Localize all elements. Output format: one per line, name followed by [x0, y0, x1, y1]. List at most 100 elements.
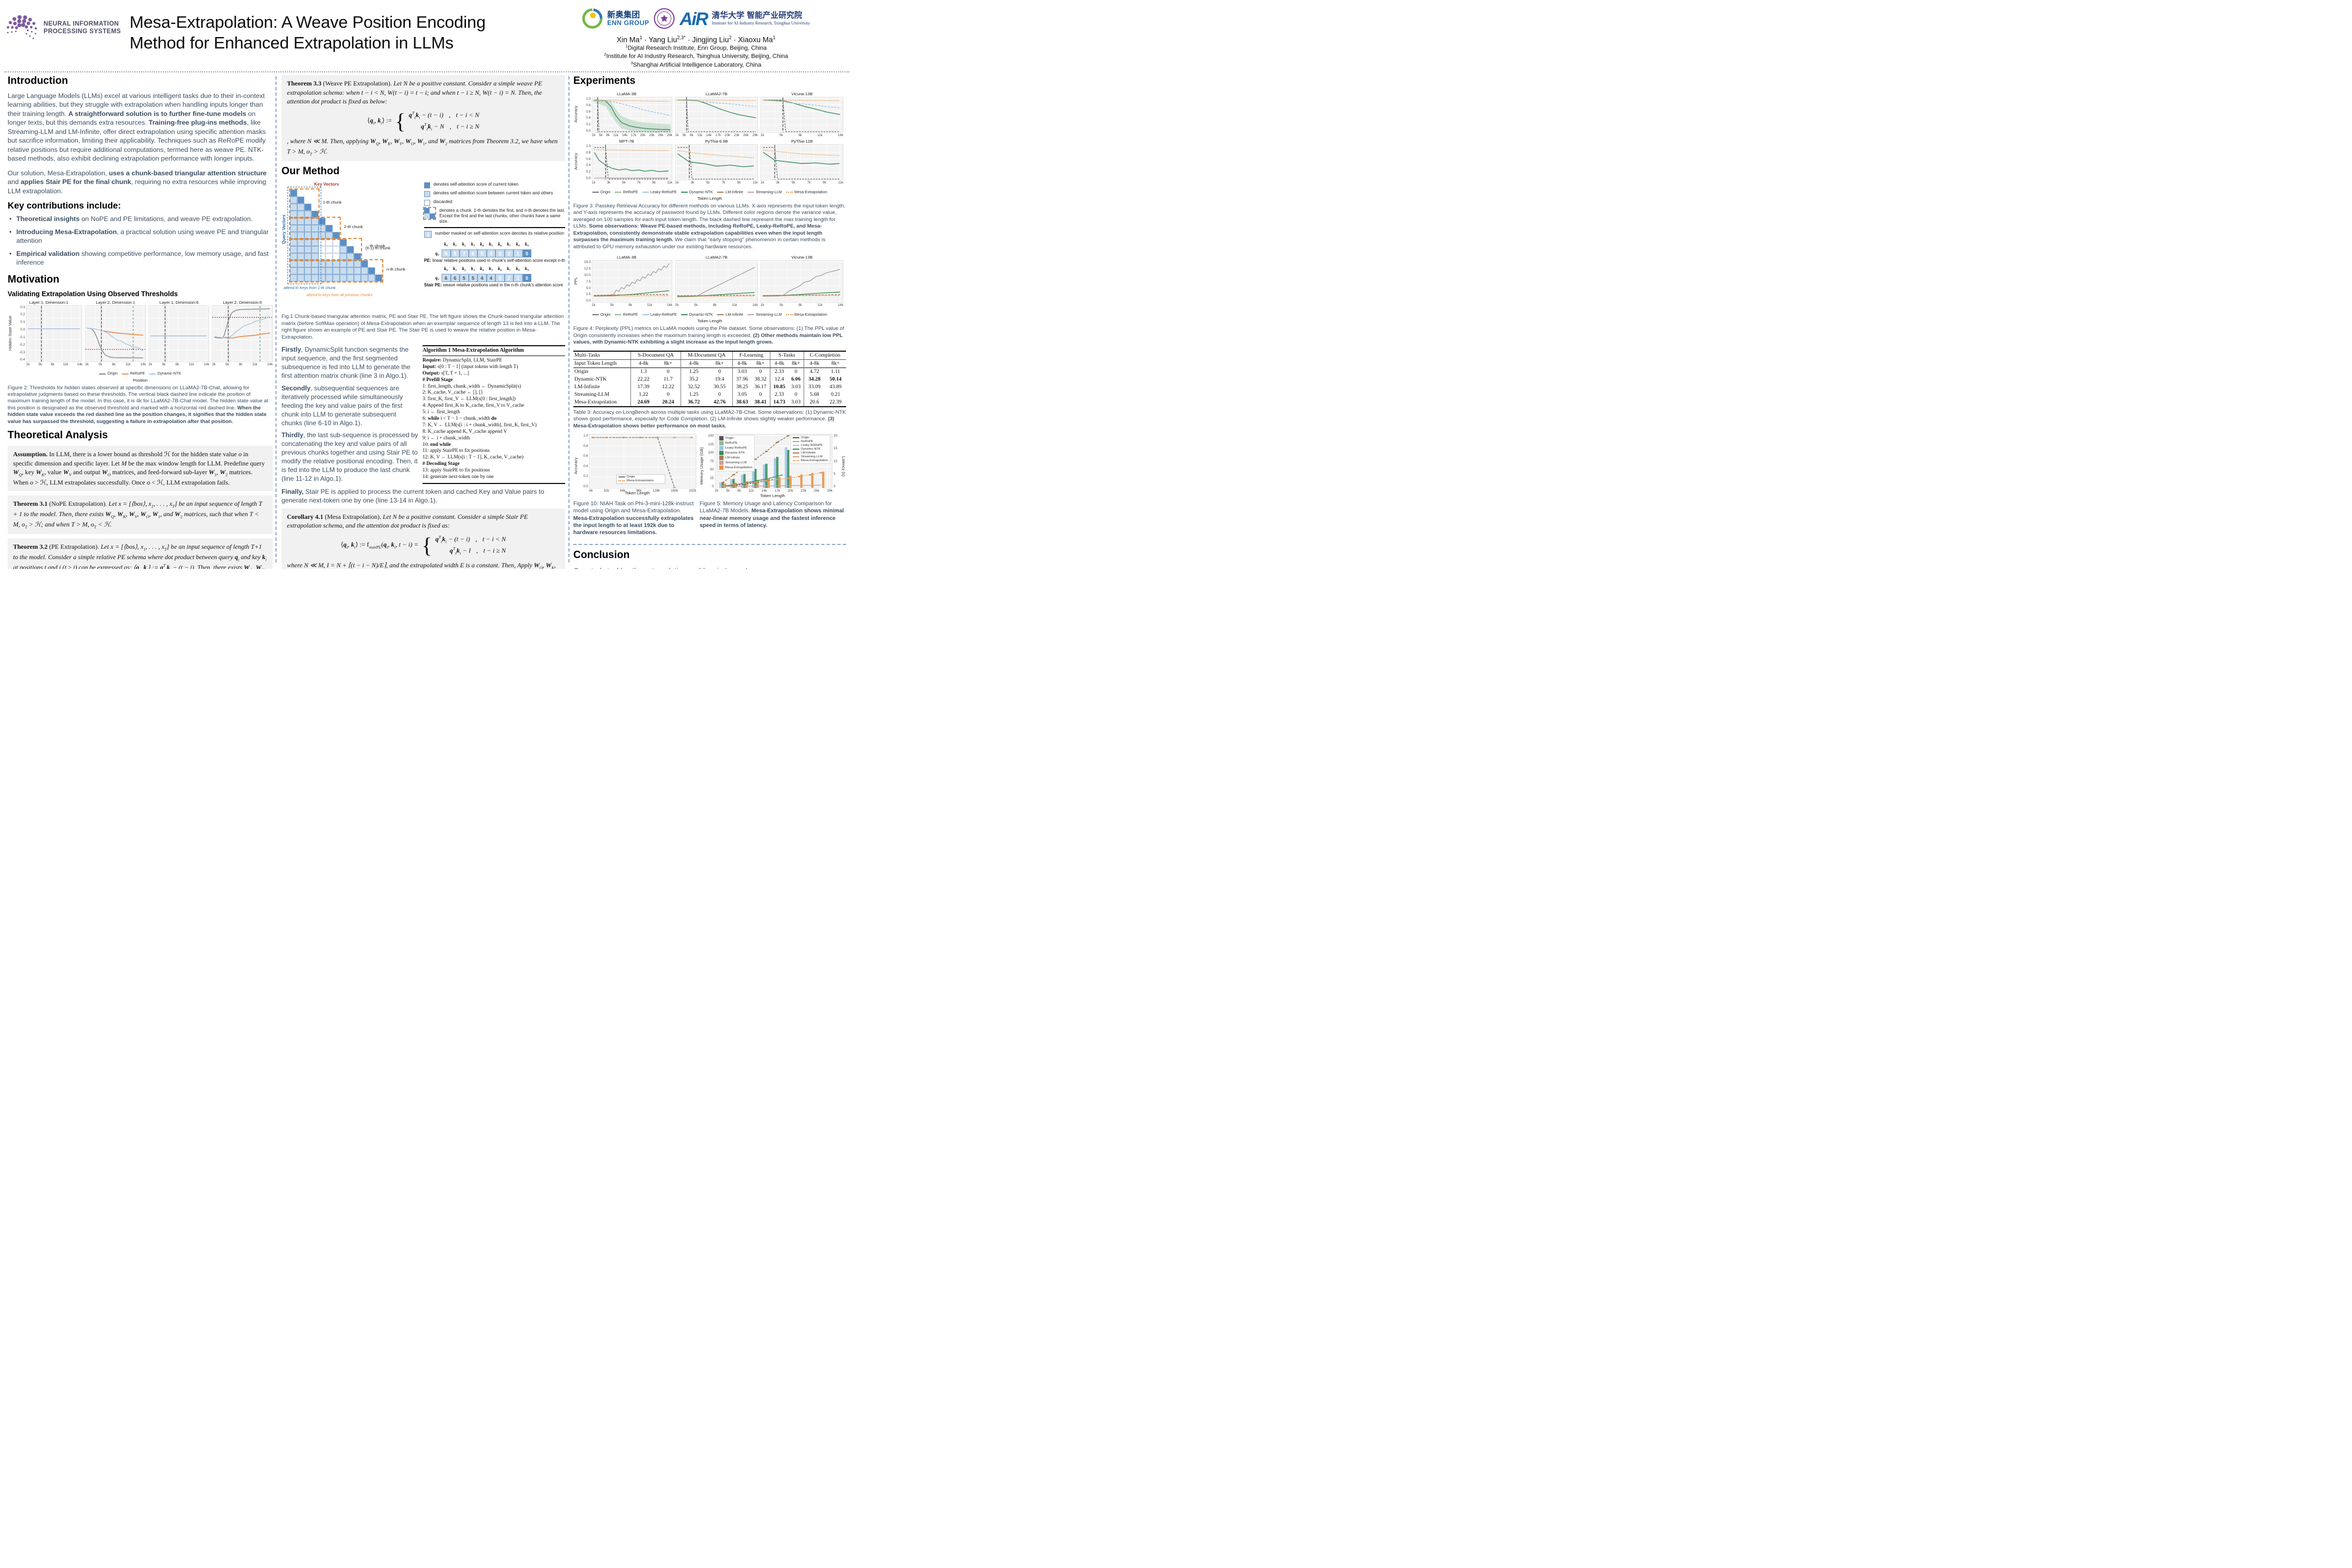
method-secondly: Secondly, subsequential sequences are it…: [281, 384, 418, 427]
span: · Yang Liu: [642, 35, 677, 44]
div: 150 125 100 75 50 25 0: [704, 434, 715, 488]
span: ,: [216, 468, 220, 476]
rect: [752, 470, 755, 488]
sub: V: [134, 514, 138, 519]
span: 4: Append first_K to K_cache, first_V to…: [422, 403, 524, 409]
span: W: [394, 137, 400, 145]
span: k: [456, 546, 460, 554]
td: LM-Infinite: [574, 384, 600, 390]
span: k: [442, 535, 446, 543]
axis-tick: 11k: [732, 303, 737, 308]
key-label: k₀: [444, 241, 448, 247]
theorem-3-1-box: Theorem 3.1 (NoPE Extrapolation). Let x …: [8, 495, 273, 535]
relative-position-cell: 3: [495, 249, 505, 258]
axis-tick: 11k: [817, 303, 823, 308]
span: Xin Ma: [616, 35, 640, 44]
axis-tick: 29k: [752, 133, 758, 137]
axis-tick: 2k: [592, 303, 596, 308]
axis-tick: 8k: [175, 362, 179, 366]
th: 4-8k: [803, 359, 825, 368]
span: W: [128, 510, 135, 518]
attention-cell: [340, 260, 347, 268]
sub: O: [411, 141, 414, 146]
div: [675, 97, 758, 133]
sub: i: [419, 114, 420, 120]
axis-tick: 0.4: [583, 464, 588, 468]
stairpe-row: q₉ 6 6 5 5 4 4 3 2 1 0: [433, 274, 565, 283]
div: 1.0 0.8 0.6 0.4 0.2 0.0: [581, 97, 592, 133]
legend-item: Dynamic-NTK: [681, 191, 713, 194]
span: qTtki − (t − i), t − i < N: [436, 535, 506, 545]
span: matrices, such that when T < M, o: [13, 510, 259, 529]
sub: i: [265, 557, 267, 562]
td: 32.52: [680, 383, 707, 391]
polyline: [595, 150, 669, 151]
div: [675, 144, 758, 180]
sub: 1: [151, 504, 154, 509]
relative-position-cell: 6: [450, 274, 460, 283]
legend-swatch: [793, 449, 800, 450]
axis-tick: 1.0: [583, 434, 588, 438]
relative-position-cell: 2: [504, 274, 513, 283]
polyline: [593, 100, 670, 115]
subplot-title: Vicuna-13B: [791, 255, 813, 260]
sup: T: [452, 546, 456, 551]
span: Mesa-Extrapolation successfully extrapol…: [573, 515, 694, 536]
span: W: [105, 510, 111, 518]
figure4-legend: Origin ReRoPE Leaky-ReRoPE Dynamic-NTK LM-In…: [573, 308, 846, 318]
legend-item: Streaming-LLM: [748, 191, 782, 194]
circle: [775, 479, 779, 481]
div: 0.3 0.2 0.1 0.0 -0.1 -0.2 -0.3 -0.4: [15, 305, 83, 362]
legend-swatch: [793, 460, 800, 462]
div: [212, 305, 273, 362]
corollary-lead: Corollary 4.1 (Mesa Extrapolation). Let …: [287, 513, 528, 530]
neurips-logo-text: NEURAL INFORMATION PROCESSING SYSTEMS: [44, 20, 121, 36]
figure2-xlabel: Position: [132, 377, 148, 383]
circle: [590, 13, 596, 19]
legend-swatch: [748, 314, 755, 316]
figure1-legend-item: denotes self-attention score of current …: [424, 182, 565, 189]
polyline: [677, 268, 755, 297]
legend-swatch: [99, 373, 106, 375]
span: o: [30, 479, 34, 487]
span: Large Language Models (LLMs) excel at va…: [8, 92, 265, 118]
td: 38.41: [754, 399, 767, 406]
axis-tick: 11k: [63, 362, 69, 366]
axis-tick: 20k: [725, 133, 731, 137]
legend-item: LM-Infinite: [717, 191, 743, 194]
div: 1.0 0.8 0.6 0.4 0.2 0.0: [578, 434, 589, 488]
chunk-glyph: [423, 207, 436, 220]
axis-tick: 2k: [26, 362, 30, 366]
legend-item: Dynamic-NTK: [793, 448, 828, 451]
polyline: [595, 148, 669, 179]
axis-tick: 5k: [779, 133, 783, 137]
span: qTtki − N: [421, 122, 444, 132]
axis-tick: -0.4: [19, 358, 25, 362]
theorem-3-3-box: Theorem 3.3 (Weave PE Extrapolation). Le…: [281, 75, 565, 162]
attention-cell: [318, 218, 326, 225]
span: # Prefill Stage: [422, 377, 453, 383]
axis-tick: 5k: [599, 133, 603, 137]
rect: [774, 458, 776, 488]
span: ,: [475, 535, 477, 543]
key-label: k₅: [489, 266, 493, 272]
span: , and: [160, 510, 175, 518]
circle: [11, 31, 13, 33]
span: Input:: [422, 364, 437, 370]
white-square-icon: [424, 200, 430, 206]
span: W: [546, 561, 552, 569]
algorithm-line: 1: first_length, chunk_width ← DynamicSp…: [422, 384, 565, 390]
key-vectors-label: Key Vectors: [314, 182, 339, 187]
td: 33.09: [803, 383, 825, 391]
algorithm-line: 12: K, V ← LLM(s[i : T − 1], K_cache, V_…: [422, 455, 565, 461]
circle: [754, 458, 757, 460]
axis-tick: 15.0: [584, 260, 591, 265]
td: Origin: [574, 369, 589, 375]
circle: [17, 23, 22, 28]
polyline: [763, 100, 840, 108]
span: ,: [137, 510, 140, 518]
span: Institute for AI Industry Research, Tsin…: [606, 53, 788, 60]
span: Require:: [422, 358, 442, 363]
figure10-legend: Origin Mesa-Extrapolation: [616, 474, 665, 485]
table3-caption: Table 3: Accuracy on LongBench across mu…: [573, 409, 846, 430]
